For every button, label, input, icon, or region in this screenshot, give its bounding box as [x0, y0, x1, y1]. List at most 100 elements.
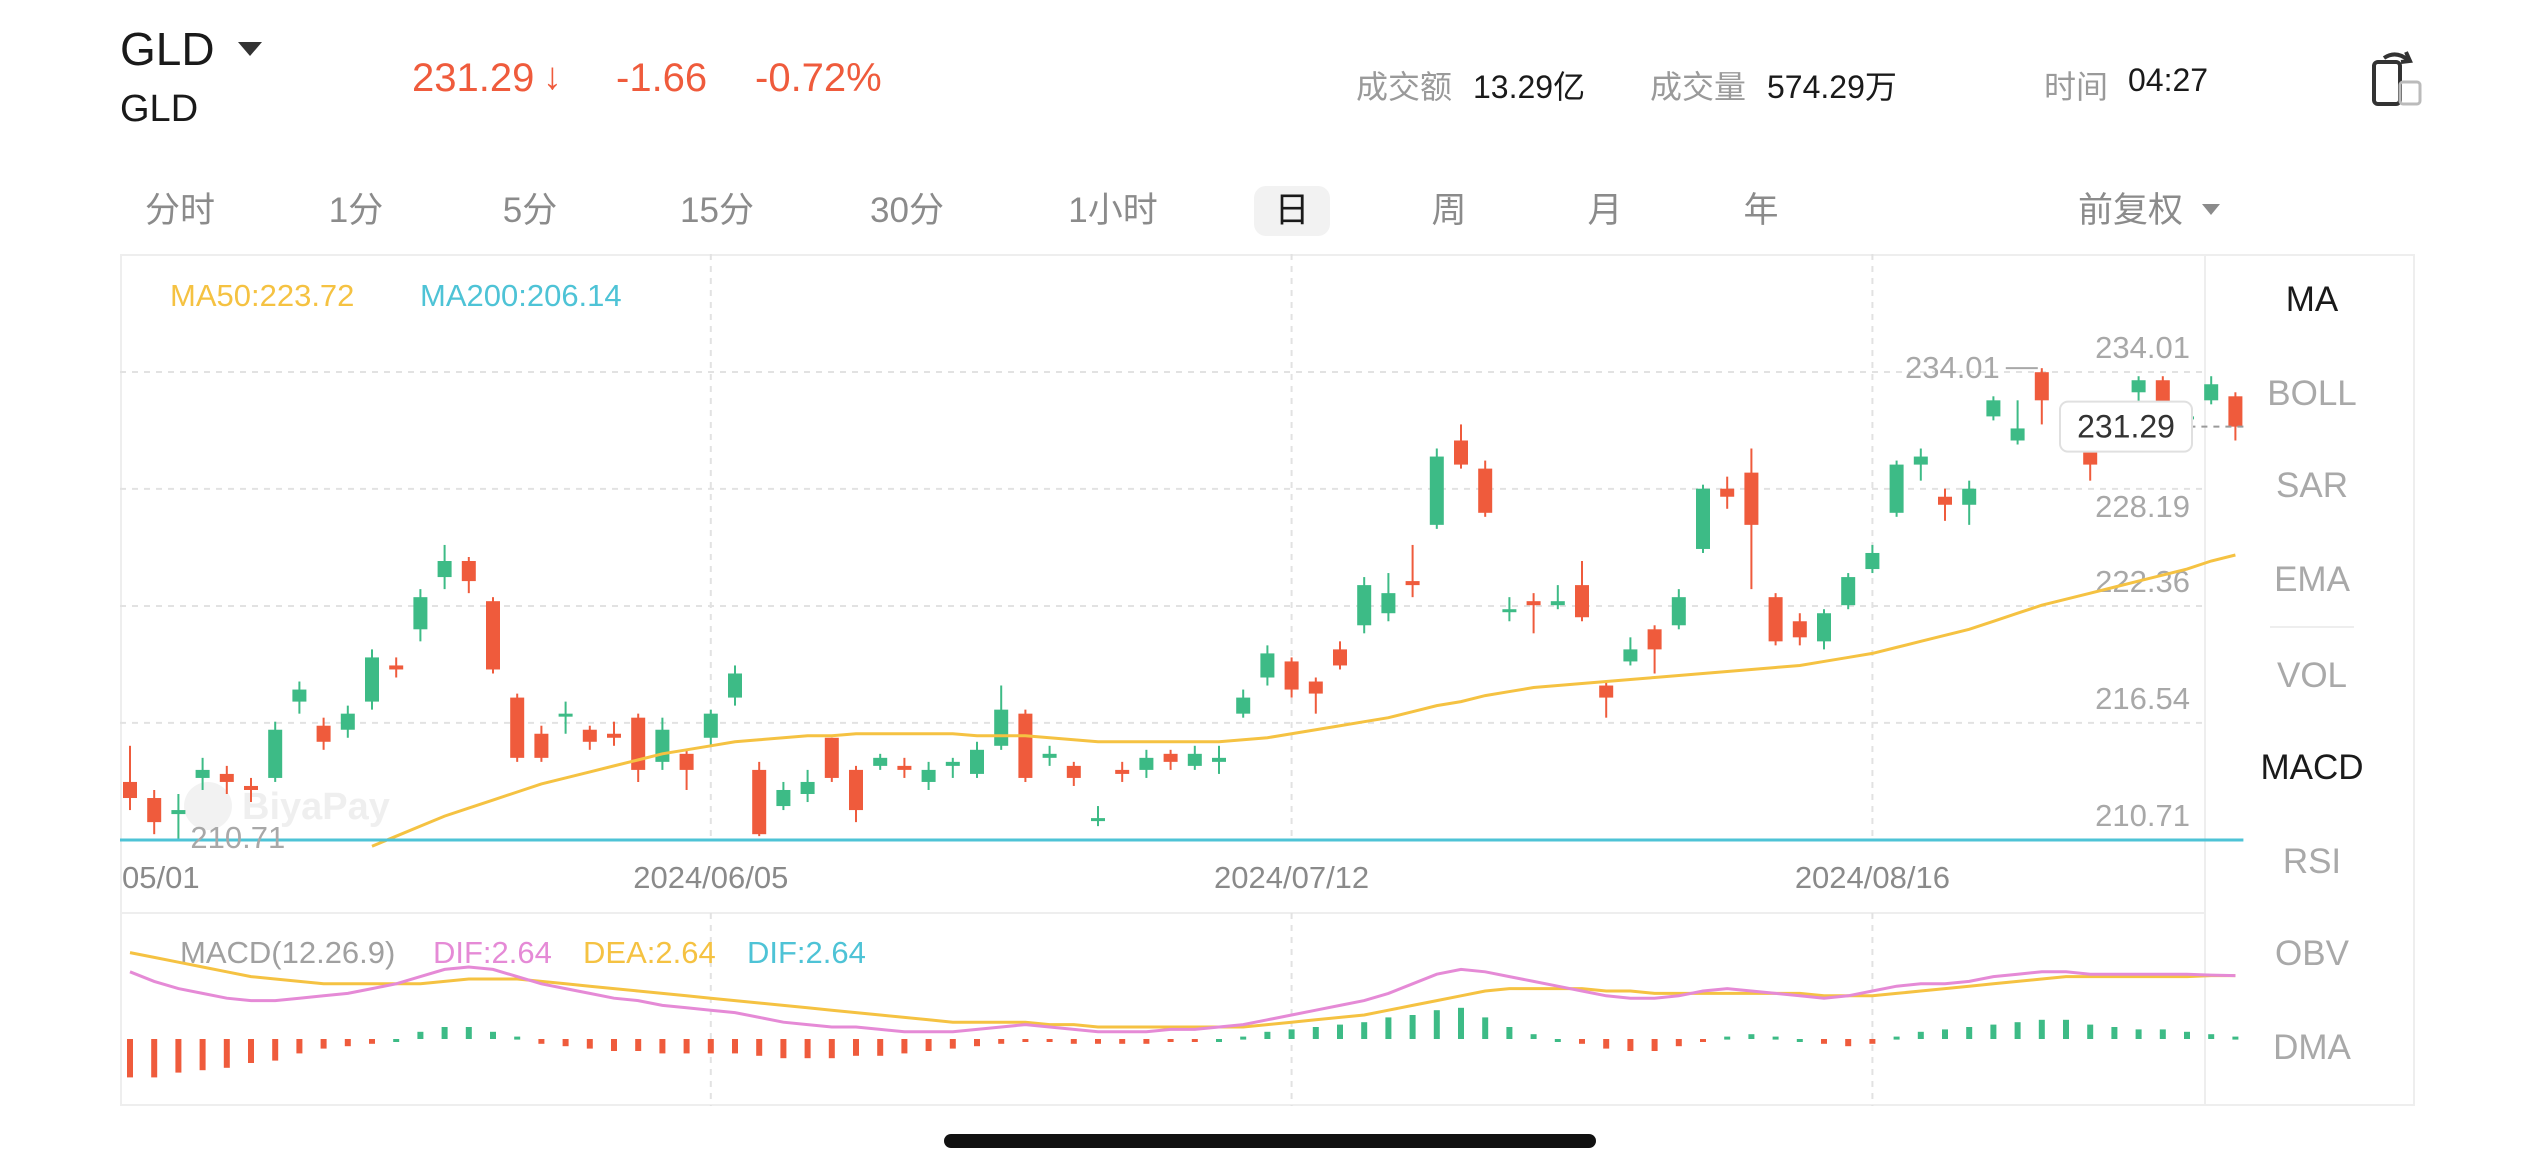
symbol-dropdown-caret-icon[interactable] — [238, 42, 262, 56]
time-value: 04:27 — [2128, 62, 2209, 98]
tab-30min[interactable]: 30分 — [870, 191, 944, 230]
candle-body — [316, 725, 331, 742]
macd-bar — [901, 1039, 908, 1054]
candle-body — [1913, 456, 1928, 465]
y-tick-label: 216.54 — [2095, 681, 2190, 716]
candle-body — [1187, 753, 1202, 766]
macd-bar — [2208, 1034, 2215, 1039]
price-grid — [120, 371, 2205, 724]
candle-body — [2010, 428, 2025, 441]
macd-bar — [1579, 1039, 1585, 1044]
candle-body — [655, 729, 670, 762]
tab-day[interactable]: 日 — [1254, 186, 1330, 236]
x-tick-label: 2024/08/16 — [1795, 860, 1950, 895]
candle-body — [1792, 621, 1807, 638]
price-adjust-dropdown[interactable]: 前复权 — [2078, 191, 2184, 230]
macd-bar — [2111, 1027, 2118, 1039]
candle-body — [244, 785, 258, 790]
candle-body — [1429, 456, 1444, 525]
indicator-divider — [2270, 626, 2354, 628]
macd-bar — [2063, 1019, 2069, 1039]
macd-bar — [925, 1039, 932, 1051]
turnover-label: 成交额 — [1356, 69, 1453, 105]
indicator-boll[interactable]: BOLL — [2267, 374, 2357, 413]
macd-bar — [223, 1039, 230, 1068]
tab-1min[interactable]: 1分 — [328, 191, 384, 230]
macd-bar — [1191, 1039, 1198, 1042]
macd-bar — [1942, 1029, 1948, 1039]
tab-1hour[interactable]: 1小时 — [1068, 191, 1158, 230]
tab-week[interactable]: 周 — [1431, 191, 1467, 230]
macd-bar — [732, 1039, 738, 1054]
macd-bar — [248, 1039, 254, 1063]
low-label: 210.71 — [190, 820, 285, 855]
macd-bar — [1046, 1039, 1053, 1042]
macd-bar — [1167, 1039, 1174, 1042]
macd-bar — [2014, 1022, 2021, 1039]
candle-body — [2204, 384, 2219, 401]
ma50-line — [371, 553, 2236, 848]
home-indicator[interactable] — [944, 1134, 1596, 1148]
indicator-macd[interactable]: MACD — [2260, 748, 2364, 787]
macd-bar — [465, 1027, 472, 1039]
candle-body — [776, 789, 791, 807]
high-annotation: 234.01 — [1905, 350, 2038, 385]
macd-bar — [2135, 1029, 2142, 1039]
time-label: 时间 — [2044, 69, 2109, 105]
candle-body — [1454, 440, 1468, 465]
macd-bar — [1312, 1027, 1319, 1039]
candle-body — [123, 781, 137, 799]
macd-bar — [1893, 1036, 1900, 1040]
tab-15min[interactable]: 15分 — [680, 191, 754, 230]
candle-body — [921, 769, 936, 782]
candle-body — [1744, 472, 1759, 525]
candle-body — [1091, 818, 1105, 822]
indicator-vol[interactable]: VOL — [2276, 656, 2348, 695]
candle-body — [219, 773, 234, 782]
macd-bar — [1869, 1039, 1876, 1044]
tab-5min[interactable]: 5分 — [502, 191, 558, 230]
kline-chart[interactable]: BiyaPay MA50:223.72 MA200:206.14 234.01 2… — [120, 254, 2415, 1106]
macd-dea-line — [129, 951, 2236, 1029]
candle-body — [268, 729, 283, 778]
macd-bar — [1700, 1039, 1706, 1042]
macd-bar — [1361, 1022, 1368, 1039]
price-change: -1.66 — [616, 56, 708, 100]
symbol-title[interactable]: GLD — [120, 23, 215, 75]
x-axis-labels: 05/01 2024/06/05 2024/07/12 2024/08/16 — [122, 860, 1950, 895]
macd-bar — [272, 1039, 279, 1061]
candle-body — [437, 561, 452, 578]
indicator-ema[interactable]: EMA — [2274, 560, 2350, 599]
tab-fenshi[interactable]: 分时 — [144, 191, 215, 230]
macd-bar — [1216, 1039, 1222, 1042]
macd-bar — [175, 1039, 182, 1073]
candle-body — [147, 798, 162, 823]
candle-body — [1502, 609, 1517, 613]
indicator-dma[interactable]: DMA — [2273, 1028, 2351, 1067]
candle-body — [292, 689, 307, 702]
chevron-down-icon[interactable] — [2202, 204, 2220, 215]
macd-bar — [514, 1036, 521, 1040]
macd-bar — [127, 1039, 133, 1078]
tab-year[interactable]: 年 — [1743, 191, 1779, 230]
tab-month[interactable]: 月 — [1587, 191, 1623, 230]
macd-bar — [490, 1031, 496, 1039]
indicator-ma[interactable]: MA — [2285, 280, 2339, 319]
macd-bar — [1095, 1039, 1101, 1044]
candle-body — [1139, 757, 1154, 770]
candle-body — [897, 765, 912, 770]
rotate-screen-icon[interactable] — [2370, 48, 2424, 108]
candle-body — [2034, 372, 2049, 401]
macd-legend: MACD(12.26.9) DIF:2.64 DEA:2.64 DIF:2.64 — [180, 935, 866, 970]
last-price: 231.29 — [412, 56, 535, 100]
macd-bar — [1530, 1034, 1537, 1039]
indicator-obv[interactable]: OBV — [2275, 934, 2349, 973]
candle-body — [558, 713, 573, 717]
indicator-sar[interactable]: SAR — [2276, 466, 2348, 505]
candle-body — [728, 673, 742, 698]
candle-body — [849, 769, 863, 811]
macd-bar — [1651, 1039, 1658, 1051]
candle-body — [1284, 661, 1299, 690]
candle-body — [1018, 713, 1033, 778]
indicator-rsi[interactable]: RSI — [2282, 842, 2342, 881]
